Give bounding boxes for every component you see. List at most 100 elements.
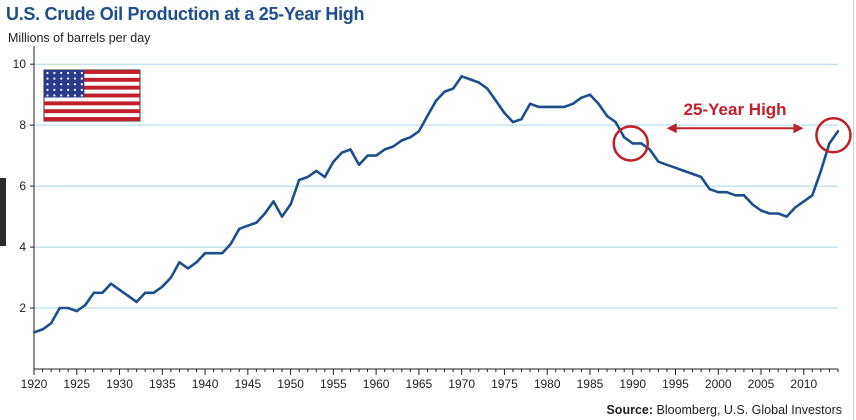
flag-star xyxy=(46,94,49,97)
x-tick-label-1975: 1975 xyxy=(491,377,518,391)
flag-stripe xyxy=(44,117,140,121)
data-point xyxy=(272,200,275,203)
data-point xyxy=(67,306,70,310)
data-point xyxy=(657,160,660,163)
data-point xyxy=(238,227,241,230)
y-axis-ticks: 2 4 6 8 10 xyxy=(13,46,35,369)
flag-star xyxy=(80,94,83,97)
data-point xyxy=(195,261,198,264)
data-point xyxy=(545,105,549,109)
x-tick-label-1955: 1955 xyxy=(320,377,347,391)
data-point xyxy=(768,212,771,215)
flag-star xyxy=(80,83,83,86)
x-tick-label-1970: 1970 xyxy=(448,377,475,391)
data-point xyxy=(802,200,805,203)
data-point xyxy=(828,142,831,145)
x-tick-label-1980: 1980 xyxy=(534,377,561,391)
data-point xyxy=(434,99,438,102)
data-point xyxy=(648,148,652,151)
flag-star xyxy=(53,88,56,91)
data-point xyxy=(708,187,711,191)
data-point xyxy=(246,224,250,227)
x-tick-label-1920: 1920 xyxy=(21,377,48,391)
data-point xyxy=(323,175,327,179)
x-tick-label-1930: 1930 xyxy=(106,377,133,391)
data-point xyxy=(118,288,121,291)
flag-star xyxy=(73,83,77,86)
data-point xyxy=(41,328,44,331)
x-axis: 1920 1925 1930 1935 1940 1945 1950 1955 1960 1965… xyxy=(21,368,839,391)
side-scroll-tab[interactable] xyxy=(0,178,6,246)
data-point xyxy=(263,212,267,215)
arrow-head-left xyxy=(666,123,677,134)
data-point xyxy=(109,282,113,285)
data-point xyxy=(537,105,540,109)
flag-star xyxy=(80,88,83,91)
data-point xyxy=(84,303,87,307)
x-tick-label-1940: 1940 xyxy=(192,377,219,391)
data-point xyxy=(32,331,36,334)
data-point xyxy=(520,117,523,121)
flag-star xyxy=(66,71,70,75)
flag-stripe xyxy=(44,70,140,74)
x-tick-label-1960: 1960 xyxy=(363,377,390,391)
data-point xyxy=(75,309,78,313)
gridlines xyxy=(34,63,838,309)
data-point xyxy=(135,300,138,304)
y-axis-unit-label: Millions of barrels per day xyxy=(8,31,151,45)
data-point xyxy=(554,105,557,109)
source-text: Bloomberg, U.S. Global Investors xyxy=(656,403,843,417)
annotation-group: 25-Year High xyxy=(612,100,852,162)
flag-star xyxy=(60,88,63,91)
source-label: Source: xyxy=(606,403,654,417)
flag-star xyxy=(80,77,83,80)
data-point xyxy=(426,114,429,118)
data-point xyxy=(203,251,207,255)
data-point xyxy=(477,81,480,84)
flag-star xyxy=(46,83,49,86)
x-tick-label-1945: 1945 xyxy=(234,377,261,391)
data-point xyxy=(776,212,780,215)
x-tick-label-1985: 1985 xyxy=(577,377,604,391)
data-point xyxy=(280,215,284,218)
chart-title: U.S. Crude Oil Production at a 25-Year H… xyxy=(6,4,365,24)
data-point xyxy=(503,111,506,115)
series-group xyxy=(32,75,840,334)
data-point xyxy=(451,87,455,90)
data-point xyxy=(417,130,421,133)
flag-star xyxy=(60,77,63,80)
y-tick-label-6: 6 xyxy=(19,179,26,193)
flag-star xyxy=(60,94,63,97)
flag-canton xyxy=(44,70,85,98)
data-point xyxy=(631,142,634,145)
x-tick-label-2005: 2005 xyxy=(748,377,775,391)
data-point xyxy=(332,160,335,163)
flag-star xyxy=(73,71,77,75)
data-point xyxy=(289,203,292,206)
flag-stripe xyxy=(44,93,140,98)
data-point xyxy=(49,322,53,325)
data-point xyxy=(725,191,729,194)
data-point xyxy=(349,148,352,151)
x-tick-label-1950: 1950 xyxy=(277,377,304,391)
data-point xyxy=(212,251,215,255)
flag-star xyxy=(46,77,49,80)
data-point xyxy=(469,78,472,81)
data-point xyxy=(486,87,489,90)
x-tick-label-1995: 1995 xyxy=(662,377,689,391)
data-point xyxy=(255,221,258,224)
data-point xyxy=(640,142,643,145)
data-point xyxy=(759,209,763,212)
flag-stripe xyxy=(44,77,140,82)
data-point xyxy=(699,175,703,179)
data-point xyxy=(383,148,386,151)
data-point xyxy=(357,163,361,166)
x-tick-label-2000: 2000 xyxy=(705,377,732,391)
data-point xyxy=(58,306,61,310)
data-point xyxy=(811,194,814,197)
data-point xyxy=(306,175,309,179)
data-point xyxy=(229,242,232,246)
data-point xyxy=(691,172,694,176)
data-point xyxy=(597,102,600,106)
data-point xyxy=(315,169,318,173)
